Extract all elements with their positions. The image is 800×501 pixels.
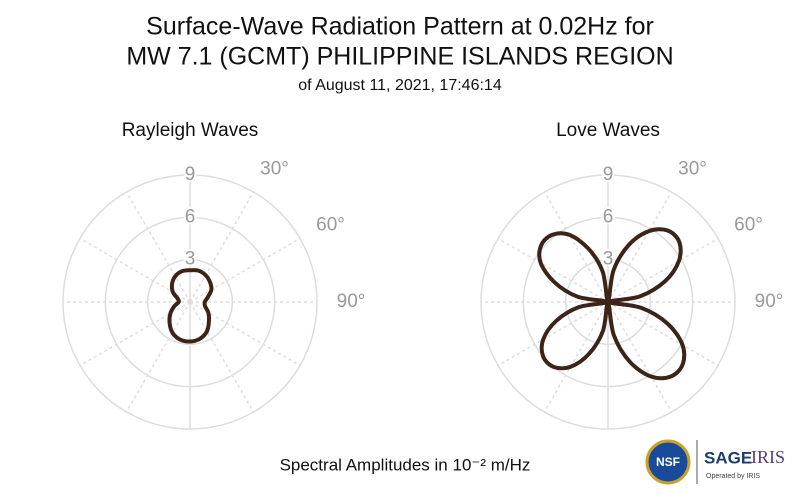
spoke [497, 301, 609, 367]
grid-circle [62, 174, 318, 430]
grid-circle [146, 258, 234, 346]
r-tick-label: 6 [603, 206, 614, 227]
grid-circle [104, 216, 276, 388]
spoke [189, 301, 255, 413]
chart-title: Rayleigh Waves [122, 120, 259, 141]
sage-text: SAGE [704, 448, 752, 467]
theta-tick-label: 60° [316, 215, 345, 236]
r-tick-label: 3 [185, 249, 196, 270]
iris-text: IRIS [751, 447, 785, 467]
title-line: Surface-Wave Radiation Pattern at 0.02Hz… [146, 13, 654, 41]
theta-tick-label: 30° [260, 159, 289, 180]
grid-circle [564, 258, 652, 346]
theta-tick-label: 90° [337, 291, 366, 312]
nsf-logo [645, 439, 691, 485]
theta-tick-label: 30° [678, 159, 707, 180]
theta-tick-label: 60° [734, 215, 763, 236]
logos: NSF SAGE IRIS Operated by IRIS [645, 439, 785, 485]
operated-text: Operated by IRIS [706, 473, 760, 480]
spoke [497, 237, 609, 303]
chart-title: Love Waves [556, 120, 660, 141]
r-tick-label: 9 [603, 164, 614, 185]
spoke [189, 191, 255, 303]
radiation-pattern [167, 268, 214, 344]
subtitle: of August 11, 2021, 17:46:14 [298, 77, 502, 94]
spoke [543, 191, 609, 303]
r-tick-label: 6 [185, 206, 196, 227]
spoke [543, 301, 609, 413]
title-line: MW 7.1 (GCMT) PHILIPPINE ISLANDS REGION [126, 43, 673, 71]
spoke [189, 237, 301, 303]
radiation-pattern [537, 227, 687, 381]
footer: Spectral Amplitudes in 10⁻² m/Hz [280, 455, 531, 474]
spoke [125, 301, 191, 413]
nsf-text: NSF [656, 455, 680, 469]
r-tick-label: 9 [185, 164, 196, 185]
grid-circle [522, 216, 694, 388]
spoke [125, 191, 191, 303]
r-tick-label: 3 [603, 249, 614, 270]
theta-tick-label: 90° [755, 291, 784, 312]
grid-circle [480, 174, 736, 430]
